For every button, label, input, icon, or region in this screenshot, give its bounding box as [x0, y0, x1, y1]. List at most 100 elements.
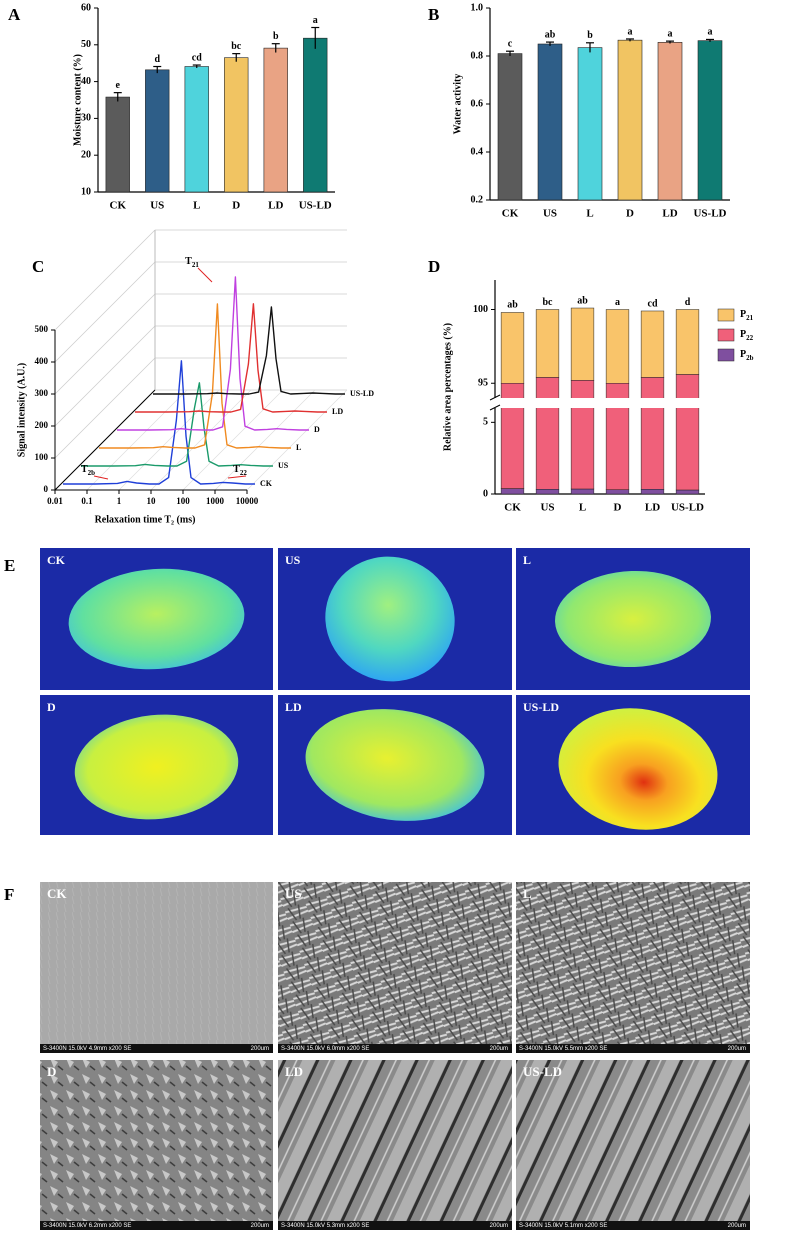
- x-tick-label: LD: [268, 200, 283, 212]
- lf-nmr-image: US-LD: [516, 695, 750, 835]
- grid-line: [182, 389, 284, 491]
- y-tick-label: 0: [44, 484, 49, 494]
- bar-segment: [675, 309, 700, 375]
- y-tick-label: 100: [473, 304, 488, 315]
- lf-nmr-image: CK: [40, 548, 273, 690]
- bar-segment: [570, 380, 595, 490]
- bar: [145, 69, 170, 193]
- bar: [657, 42, 683, 201]
- break-mark: [489, 404, 501, 411]
- x-tick-label: D: [614, 502, 622, 514]
- y-tick-label: 200: [35, 420, 49, 430]
- y-tick-label: 1.0: [471, 2, 484, 13]
- bar-segment: [500, 312, 525, 384]
- lf-nmr-image: US: [278, 548, 512, 690]
- y-tick-label: 10: [81, 186, 91, 197]
- bar: [697, 40, 723, 201]
- bar-segment: [640, 310, 665, 378]
- image-label: US-LD: [523, 700, 559, 714]
- image-label: US-LD: [523, 1064, 562, 1079]
- significance-letter: c: [508, 38, 513, 49]
- x-tick-label: L: [586, 208, 593, 220]
- caption-bar: [40, 1221, 273, 1230]
- annotation: T21: [185, 256, 199, 268]
- significance-letter: cd: [648, 298, 658, 309]
- legend-label: P22: [740, 329, 754, 341]
- panel-label: E: [4, 556, 15, 575]
- grid-line: [54, 325, 156, 427]
- x-tick-label: L: [579, 502, 586, 514]
- panel-label: D: [428, 257, 440, 276]
- series-line: [117, 276, 309, 431]
- bar: [224, 57, 249, 193]
- series-label: LD: [332, 407, 343, 416]
- series-line: [63, 360, 255, 485]
- scale-label: 200um: [490, 1223, 508, 1229]
- y-tick-label: 0.2: [471, 194, 484, 205]
- x-tick-label: 1: [117, 496, 122, 506]
- legend-label-base: P: [740, 349, 746, 360]
- bar-segment: [675, 489, 700, 495]
- series-line: [99, 303, 291, 449]
- image-caption: S-3400N 15.0kV 5.5mm x200 SE: [519, 1046, 607, 1052]
- depth-axis: [54, 389, 156, 491]
- x-tick-label: 10: [147, 496, 157, 506]
- image-background: [516, 1060, 750, 1230]
- bar-segment: [675, 374, 700, 491]
- panel-label: C: [32, 257, 44, 276]
- bar-segment: [500, 488, 525, 495]
- error-bar: [311, 26, 320, 49]
- annotation-arrow: [93, 475, 109, 480]
- x-tick-label: 10000: [236, 496, 259, 506]
- sem-image: S-3400N 15.0kV 4.9mm x200 SE 200um CK: [40, 882, 273, 1053]
- legend-label-base: P: [740, 309, 746, 320]
- bar-segment: [605, 309, 630, 384]
- annotation: T2b: [81, 464, 95, 476]
- image-label: L: [523, 553, 531, 567]
- bar-segment: [640, 377, 665, 490]
- image-label: D: [47, 700, 56, 714]
- y-tick-label: 400: [35, 356, 49, 366]
- error-bar: [192, 64, 201, 68]
- significance-letter: a: [615, 297, 620, 308]
- legend-label-sub: 21: [746, 314, 754, 322]
- legend-swatch: [717, 308, 735, 322]
- x-tick-label: US-LD: [671, 502, 704, 514]
- bar: [577, 47, 603, 201]
- series-label: L: [296, 443, 301, 452]
- lf-nmr-image: LD: [278, 695, 512, 835]
- y-tick-label: 50: [81, 39, 91, 50]
- panel-label: B: [428, 5, 439, 24]
- series-label: US: [278, 461, 289, 470]
- bar-segment: [535, 489, 560, 495]
- image-label: US: [285, 553, 301, 567]
- y-tick-label: 0: [483, 488, 488, 499]
- annotation-base: T: [185, 256, 192, 267]
- sem-image: S-3400N 15.0kV 6.2mm x200 SE 200um D: [40, 1060, 273, 1230]
- y-tick-label: 95: [478, 378, 488, 389]
- x-tick-label: LD: [662, 208, 677, 220]
- y-tick-label: 100: [35, 452, 49, 462]
- series-line: [135, 303, 327, 413]
- caption-bar: [278, 1221, 512, 1230]
- legend-swatch: [717, 348, 735, 362]
- y-tick-label: 300: [35, 388, 49, 398]
- significance-letter: cd: [192, 52, 202, 63]
- grid-line: [54, 261, 156, 363]
- legend-label: P21: [740, 309, 754, 321]
- image-background: [40, 1060, 273, 1230]
- image-caption: S-3400N 15.0kV 5.1mm x200 SE: [519, 1223, 607, 1229]
- significance-letter: d: [154, 54, 160, 65]
- lf-nmr-image: L: [516, 548, 750, 690]
- bar: [184, 66, 209, 193]
- series-label: US-LD: [350, 389, 374, 398]
- caption-bar: [516, 1044, 750, 1053]
- legend-label-sub: 22: [746, 334, 754, 342]
- bar: [303, 37, 328, 193]
- error-bar: [113, 92, 122, 102]
- image-label: CK: [47, 886, 67, 901]
- x-tick-label: 0.1: [81, 496, 93, 506]
- annotation: T22: [233, 464, 247, 476]
- image-caption: S-3400N 15.0kV 6.0mm x200 SE: [281, 1046, 369, 1052]
